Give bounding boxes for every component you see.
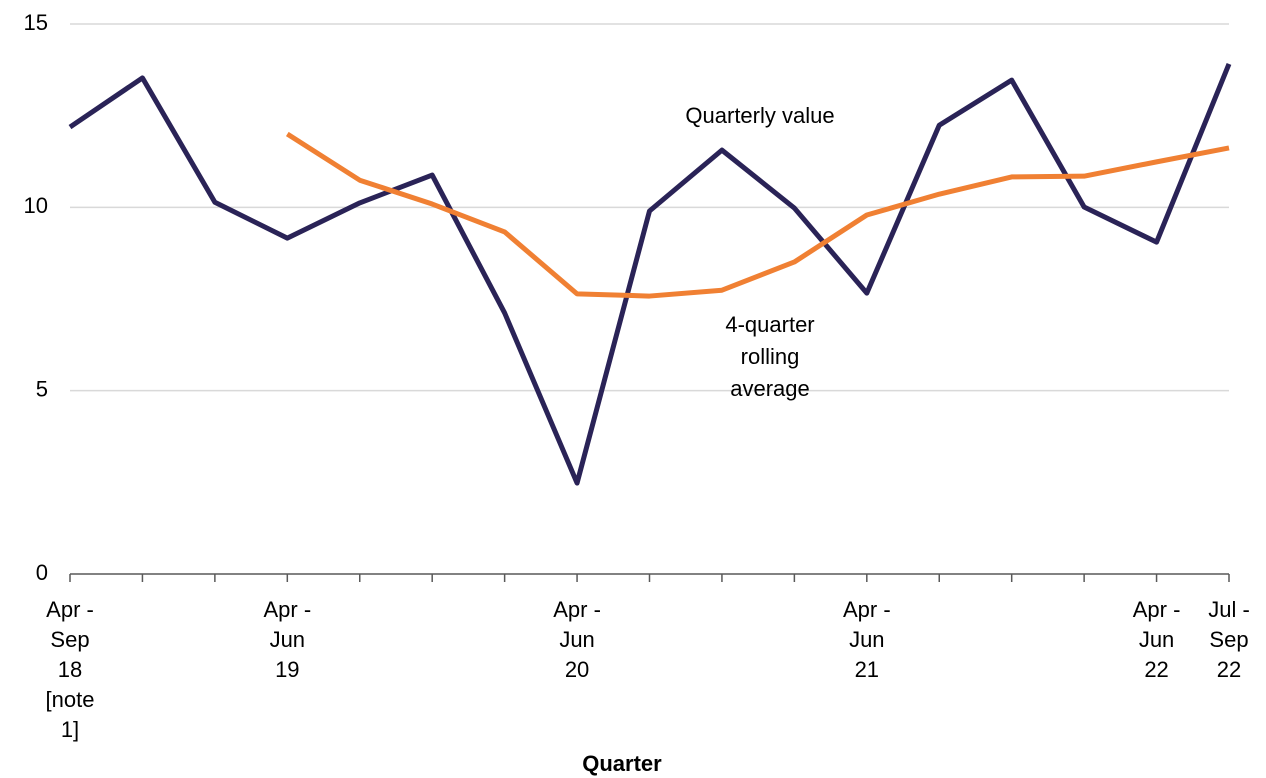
- y-tick-label: 5: [36, 376, 48, 401]
- y-tick-label: 0: [36, 560, 48, 585]
- x-tick-label: Apr -Jun 21: [843, 597, 891, 682]
- y-tick-label: 15: [24, 10, 48, 35]
- x-tick-label: Jul -Sep 22: [1208, 597, 1250, 682]
- series-label: 4-quarter rolling average: [725, 312, 814, 401]
- y-tick-label: 10: [24, 193, 48, 218]
- x-tick-label: Apr -Sep 18 [note 1]: [46, 597, 95, 742]
- x-tick-label: Apr -Jun 19: [263, 597, 311, 682]
- series-line: [285, 131, 1230, 299]
- series-label: Quarterly value: [685, 103, 834, 128]
- x-tick-label: Apr -Jun 20: [553, 597, 601, 682]
- series-line: [68, 63, 1232, 486]
- x-axis-title: Quarter: [582, 751, 662, 776]
- x-tick-label: Apr -Jun 22: [1133, 597, 1181, 682]
